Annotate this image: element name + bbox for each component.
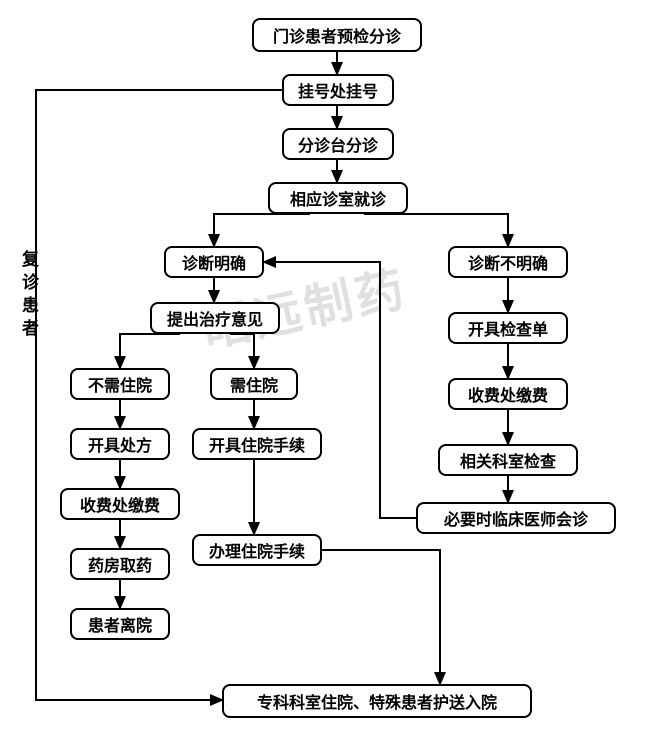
flowchart-canvas: 昭远制药 复诊患者 门诊患者预检分诊挂号处挂号分诊台分诊相应诊室就诊诊断明确诊断… xyxy=(0,0,645,742)
node-n13: 需住院 xyxy=(210,368,298,400)
node-n6: 诊断不明确 xyxy=(448,246,568,278)
node-n20: 专科科室住院、特殊患者护送入院 xyxy=(222,684,532,718)
node-n11: 必要时临床医师会诊 xyxy=(416,502,616,534)
edge-11 xyxy=(230,334,254,368)
node-n15: 开具住院手续 xyxy=(192,428,322,460)
edge-10 xyxy=(120,334,180,368)
node-n16: 收费处缴费 xyxy=(60,488,180,520)
node-n18: 药房取药 xyxy=(70,548,170,580)
node-n9: 收费处缴费 xyxy=(448,378,568,410)
node-n3: 分诊台分诊 xyxy=(282,128,394,160)
node-n12: 不需住院 xyxy=(70,368,170,400)
node-n1: 门诊患者预检分诊 xyxy=(252,18,422,52)
edge-19 xyxy=(322,550,440,684)
node-n7: 提出治疗意见 xyxy=(150,302,280,334)
edge-4 xyxy=(364,214,508,246)
edge-3 xyxy=(214,214,310,246)
node-n19: 患者离院 xyxy=(70,608,170,640)
node-n4: 相应诊室就诊 xyxy=(268,182,408,214)
node-n2: 挂号处挂号 xyxy=(282,74,394,106)
node-n8: 开具检查单 xyxy=(448,312,568,344)
node-n17: 办理住院手续 xyxy=(192,534,322,566)
node-n14: 开具处方 xyxy=(70,428,170,460)
side-label-return-patient: 复诊患者 xyxy=(16,250,41,342)
node-n5: 诊断明确 xyxy=(164,246,264,278)
node-n10: 相关科室检查 xyxy=(438,444,578,476)
